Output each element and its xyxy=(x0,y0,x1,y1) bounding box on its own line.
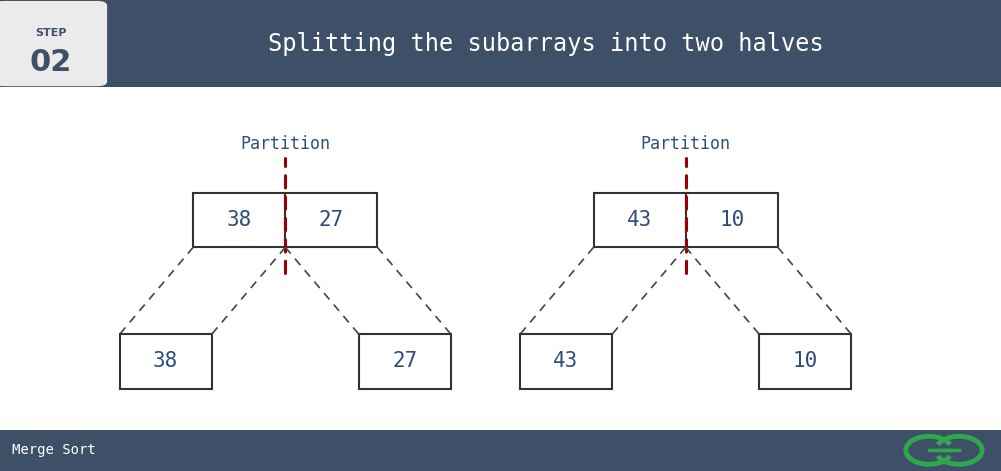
Text: 38: 38 xyxy=(226,210,252,230)
Text: 43: 43 xyxy=(627,210,653,230)
Bar xyxy=(0,0,1001,87)
Bar xyxy=(193,193,285,247)
FancyBboxPatch shape xyxy=(0,1,107,86)
Bar xyxy=(0,430,1001,471)
Text: 02: 02 xyxy=(29,48,72,77)
Text: 27: 27 xyxy=(318,210,344,230)
Text: Partition: Partition xyxy=(641,135,731,153)
Text: STEP: STEP xyxy=(35,28,66,38)
Text: 38: 38 xyxy=(153,351,178,372)
Bar xyxy=(359,334,451,389)
Text: Splitting the subarrays into two halves: Splitting the subarrays into two halves xyxy=(267,32,824,56)
Bar xyxy=(686,193,778,247)
Text: 43: 43 xyxy=(554,351,579,372)
Text: 10: 10 xyxy=(793,351,818,372)
Bar xyxy=(285,193,377,247)
Bar xyxy=(906,431,998,470)
Bar xyxy=(520,334,612,389)
Bar xyxy=(760,334,852,389)
Bar xyxy=(119,334,211,389)
Text: 27: 27 xyxy=(392,351,417,372)
Text: 10: 10 xyxy=(719,210,745,230)
Text: Partition: Partition xyxy=(240,135,330,153)
Text: Merge Sort: Merge Sort xyxy=(12,443,96,457)
Bar xyxy=(594,193,686,247)
